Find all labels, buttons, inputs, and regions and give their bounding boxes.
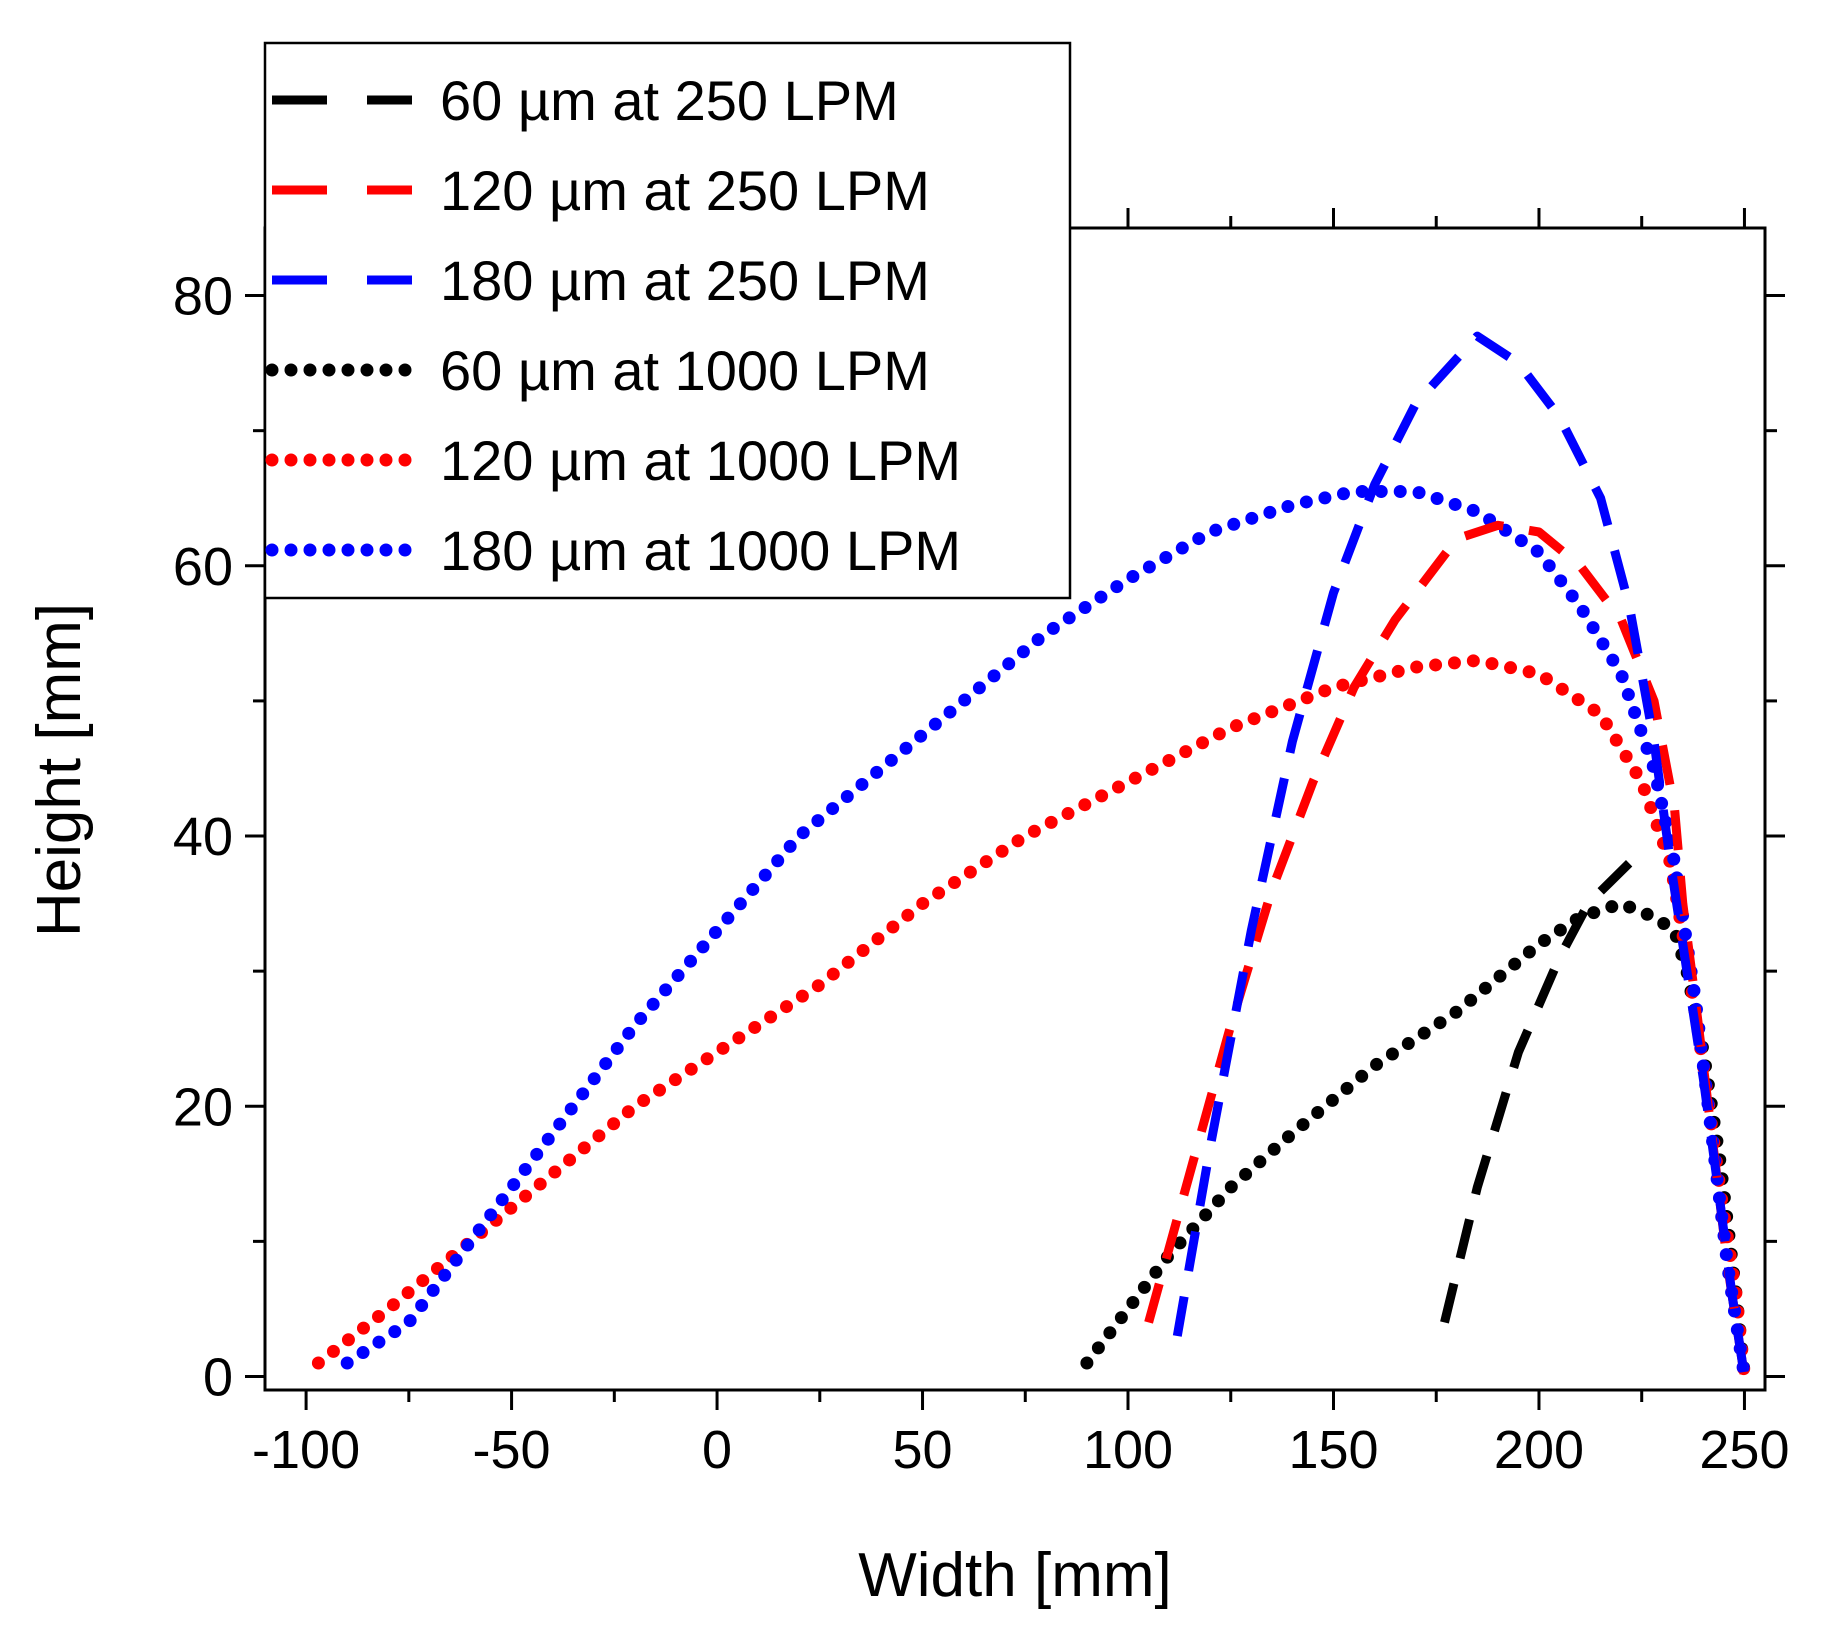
x-axis-title: Width [mm] — [858, 1541, 1171, 1610]
series-line-6 — [340, 485, 1751, 1383]
legend-label: 120 µm at 250 LPM — [440, 159, 930, 222]
y-tick-label: 0 — [203, 1347, 233, 1407]
legend-entries: 60 µm at 250 LPM 120 µm at 250 LPM 180 µm … — [265, 69, 961, 582]
series-line-2 — [1144, 520, 1749, 1378]
y-tick-label: 40 — [173, 807, 233, 867]
y-tick-label: 80 — [173, 267, 233, 327]
legend-label: 60 µm at 1000 LPM — [440, 339, 930, 402]
legend: 60 µm at 250 LPM 120 µm at 250 LPM 180 µm … — [263, 41, 1072, 600]
series-line-3 — [1172, 331, 1749, 1378]
x-tick-label: -100 — [252, 1420, 360, 1480]
series-line-1 — [1440, 859, 1633, 1324]
series-layer — [311, 331, 1751, 1383]
x-tick-label: 100 — [1083, 1420, 1173, 1480]
y-tick-label: 60 — [173, 537, 233, 597]
x-tick-label: 150 — [1288, 1420, 1378, 1480]
legend-label: 180 µm at 1000 LPM — [440, 519, 961, 582]
x-tick-labels: -100 -50 0 50 100 150 200 250 — [252, 1420, 1789, 1480]
y-axis-title: Height [mm] — [25, 603, 94, 937]
y-tick-labels: 0 20 40 60 80 — [173, 267, 233, 1408]
x-tick-label: 0 — [702, 1420, 732, 1480]
legend-label: 180 µm at 250 LPM — [440, 249, 930, 312]
legend-box — [263, 41, 1072, 600]
x-tick-label: 250 — [1699, 1420, 1789, 1480]
legend-label: 120 µm at 1000 LPM — [440, 429, 961, 492]
x-tick-label: 50 — [892, 1420, 952, 1480]
x-tick-label: 200 — [1494, 1420, 1584, 1480]
legend-label: 60 µm at 250 LPM — [440, 69, 899, 132]
y-tick-label: 20 — [173, 1077, 233, 1137]
x-tick-label: -50 — [473, 1420, 551, 1480]
